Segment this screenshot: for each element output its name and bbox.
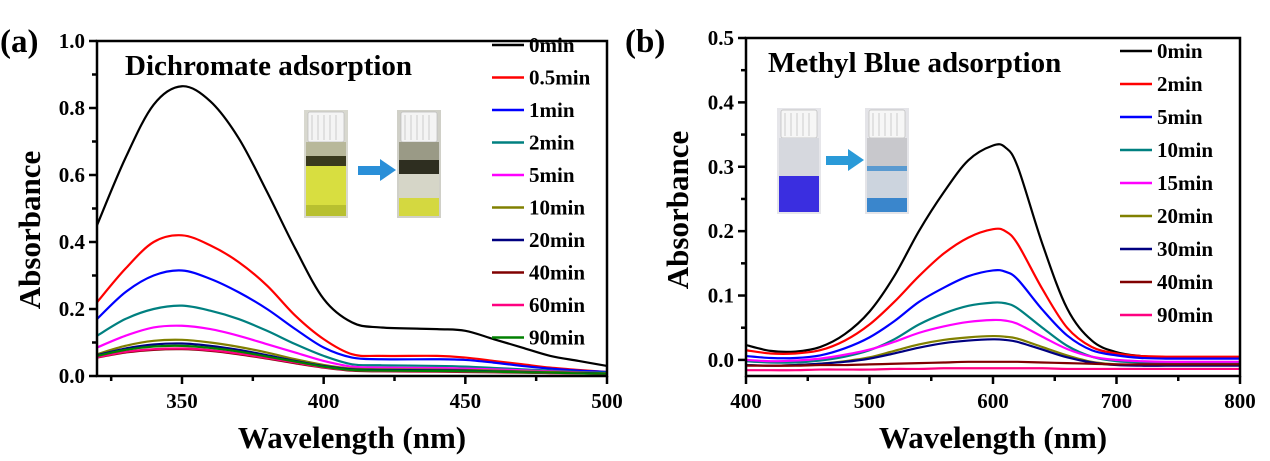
panel-b: (b) Methyl Bl [625,24,1256,455]
legend-label-90min: 90min [1157,303,1213,327]
series-line-b-15min [745,318,1240,363]
y-tick-label: 0.0 [708,348,734,372]
arrow-icon [826,149,864,171]
series-group-a [95,85,608,376]
legend-label-20min: 20min [1157,204,1213,228]
x-axis-a: 350 400 450 500 [109,376,623,413]
series-line-b-5min [745,268,1240,360]
x-tick-label: 350 [166,389,198,413]
vial-before-icon [777,108,821,214]
vial-after-icon [865,108,909,214]
arrow-icon [358,159,396,181]
vial-before-icon [304,110,348,218]
y-axis-b: 0.0 0.1 0.2 0.3 0.4 0.5 [708,26,746,372]
inset-photo-b [777,108,909,214]
series-line-a-0.5min [96,234,608,374]
legend-label-1min: 1min [529,98,575,122]
legend-label-40min: 40min [529,261,585,285]
x-axis-b: 400 500 600 700 800 [730,376,1256,413]
y-tick-label: 0.6 [59,163,85,187]
x-tick-label: 400 [730,389,762,413]
inset-photo-a [304,110,441,218]
legend-label-2min: 2min [1157,72,1203,96]
y-tick-label: 0.0 [59,364,85,388]
series-line-b-2min [745,227,1240,358]
panel-label-b: (b) [625,24,665,60]
y-tick-label: 0.2 [59,297,85,321]
legend-label-30min: 30min [1157,237,1213,261]
series-line-b-40min [746,360,1240,367]
y-tick-label: 0.5 [708,26,734,50]
y-axis-title-a: Absorbance [12,151,47,309]
legend-b: 0min 2min 5min 10min 15min 20min 30min 40min 90m… [1120,39,1213,327]
legend-label-0.5min: 0.5min [529,66,591,90]
x-tick-label: 400 [308,389,340,413]
x-tick-label: 800 [1224,389,1256,413]
y-tick-label: 0.8 [59,96,85,120]
legend-label-10min: 10min [1157,138,1213,162]
legend-label-5min: 5min [1157,105,1203,129]
series-line-b-30min [745,338,1240,367]
x-tick-label: 450 [450,389,482,413]
x-tick-label: 500 [591,389,623,413]
legend-label-60min: 60min [529,293,585,317]
legend-label-90min: 90min [529,326,585,350]
series-group-b [745,143,1240,372]
y-tick-label: 1.0 [59,29,85,53]
panel-a: (a) [0,24,623,455]
chart-title-b: Methyl Blue adsorption [768,47,1061,79]
x-axis-title-a: Wavelength (nm) [238,420,466,455]
y-tick-label: 0.1 [708,284,734,308]
x-axis-title-b: Wavelength (nm) [879,420,1107,455]
series-line-b-90min [746,367,1240,372]
x-tick-label: 600 [977,389,1009,413]
legend-label-5min: 5min [529,163,575,187]
legend-label-40min: 40min [1157,270,1213,294]
y-axis-title-b: Absorbance [660,131,695,289]
y-tick-label: 0.4 [708,90,735,114]
x-tick-label: 500 [854,389,886,413]
legend-a: 0min 0.5min 1min 2min 5min 10min 20min 40min 60m… [492,33,591,350]
legend-label-10min: 10min [529,196,585,220]
legend-label-15min: 15min [1157,171,1213,195]
panel-label-a: (a) [0,24,38,60]
series-line-a-0min [95,85,608,368]
vial-after-icon [397,110,441,218]
series-line-b-10min [745,301,1240,365]
y-tick-label: 0.2 [708,219,734,243]
y-axis-a: 0.0 0.2 0.4 0.6 0.8 1.0 [59,29,97,388]
legend-label-0min: 0min [1157,39,1203,63]
legend-label-2min: 2min [529,131,575,155]
series-line-a-90min [96,344,608,375]
y-tick-label: 0.3 [708,155,734,179]
legend-label-0min: 0min [529,33,575,57]
y-tick-label: 0.4 [59,230,86,254]
x-tick-label: 700 [1101,389,1133,413]
legend-label-20min: 20min [529,228,585,252]
chart-title-a: Dichromate adsorption [125,50,412,82]
series-line-a-1min [96,269,608,374]
